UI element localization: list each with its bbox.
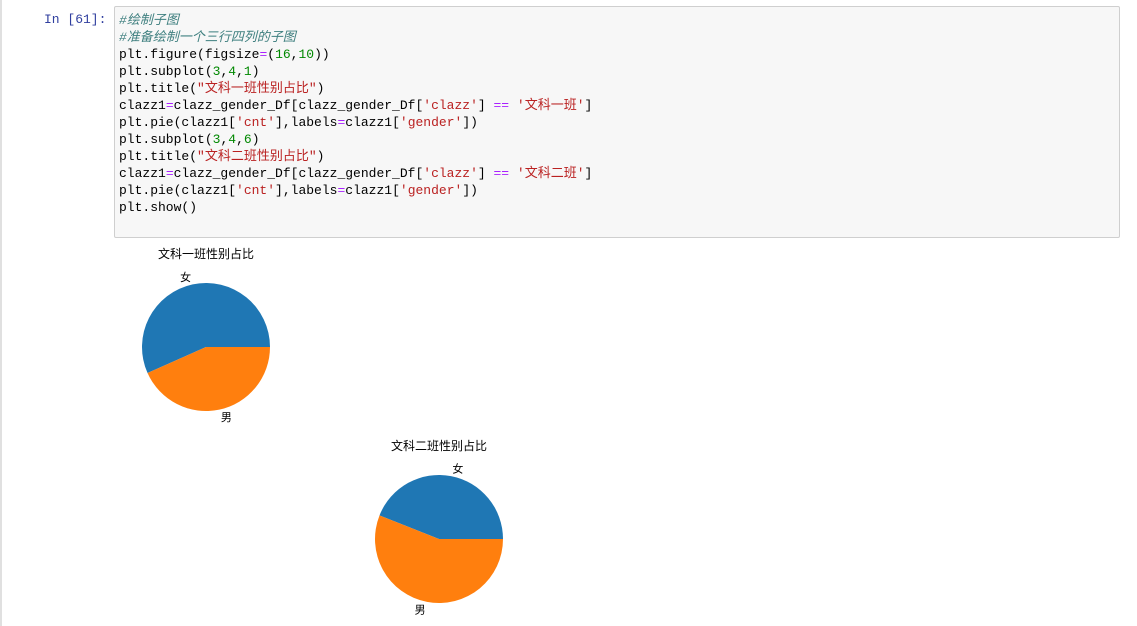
- code-line: plt.show(): [119, 200, 198, 215]
- code-line: #绘制子图: [119, 13, 179, 28]
- input-prompt: In [61]:: [44, 12, 107, 27]
- code-line: plt.pie(clazz1['cnt'],labels=clazz1['gen…: [119, 115, 478, 130]
- code-line: plt.title("文科一班性别占比"): [119, 81, 325, 96]
- pie-wedge: [379, 474, 503, 539]
- code-line: plt.subplot(3,4,6): [119, 132, 260, 147]
- code-line: plt.subplot(3,4,1): [119, 64, 260, 79]
- code-line: plt.pie(clazz1['cnt'],labels=clazz1['gen…: [119, 183, 478, 198]
- left-border: [0, 0, 2, 626]
- pie-wedge: [375, 515, 503, 603]
- code-line: plt.title("文科二班性别占比"): [119, 149, 325, 164]
- wedge-label: 男: [415, 603, 426, 616]
- chart-title: 文科二班性别占比: [391, 438, 487, 453]
- chart-title: 文科一班性别占比: [158, 246, 254, 261]
- code-line: #准备绘制一个三行四列的子图: [119, 30, 296, 45]
- code-line: plt.figure(figsize=(16,10)): [119, 47, 330, 62]
- pie-wedge: [142, 283, 270, 374]
- wedge-label: 女: [180, 270, 191, 284]
- code-line: clazz1=clazz_gender_Df[clazz_gender_Df['…: [119, 166, 593, 181]
- wedge-label: 女: [452, 462, 463, 476]
- pie-wedge: [147, 347, 270, 411]
- code-line: clazz1=clazz_gender_Df[clazz_gender_Df['…: [119, 98, 593, 113]
- code-cell[interactable]: #绘制子图 #准备绘制一个三行四列的子图 plt.figure(figsize=(1…: [114, 6, 1120, 238]
- wedge-label: 男: [221, 411, 232, 424]
